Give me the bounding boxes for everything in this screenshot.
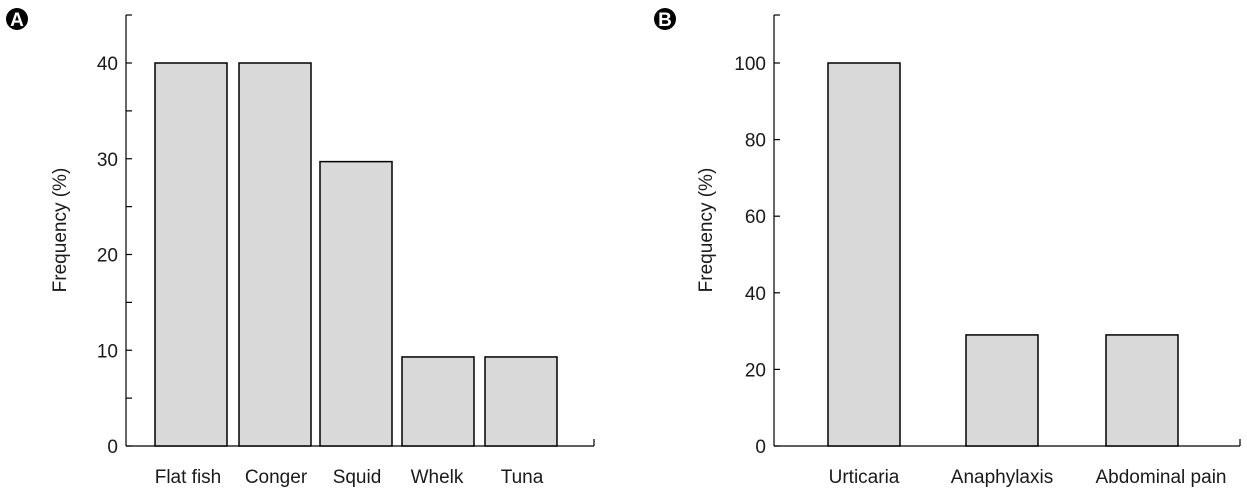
- x-category-label: Squid: [333, 467, 382, 488]
- panel-label: B: [658, 10, 672, 31]
- y-tick-label: 30: [97, 150, 118, 171]
- bar: [1105, 334, 1179, 447]
- bar: [319, 160, 393, 447]
- y-tick-label: 60: [745, 207, 766, 228]
- x-category-label: Anaphylaxis: [951, 467, 1053, 488]
- y-tick-label: 80: [745, 131, 766, 152]
- x-category-label: Tuna: [501, 467, 544, 488]
- y-tick-label: 10: [97, 341, 118, 362]
- y-tick-label: 0: [755, 437, 766, 458]
- y-tick-label: 20: [745, 360, 766, 381]
- y-tick-label: 100: [734, 54, 766, 75]
- bar: [154, 62, 228, 447]
- y-axis-title: Frequency (%): [696, 168, 717, 293]
- bar: [965, 334, 1039, 447]
- x-category-label: Flat fish: [155, 467, 222, 488]
- bar: [401, 356, 475, 447]
- y-tick-label: 40: [97, 54, 118, 75]
- chart-panel-a: A 0 10 20 30 40 Frequency (%) Flat fish Conger Sq…: [6, 8, 595, 488]
- panel-badge: [654, 8, 676, 30]
- y-tick-label: 0: [107, 437, 118, 458]
- y-axis-title: Frequency (%): [50, 168, 71, 293]
- y-tick-label: 20: [97, 246, 118, 267]
- bar: [484, 356, 558, 447]
- y-tick-label: 40: [745, 284, 766, 305]
- x-category-label: Abdominal pain: [1096, 467, 1227, 488]
- chart-panel-b: B 0 20 40 60 80 100 Frequency (%) Urticaria Anaph…: [654, 8, 1241, 488]
- x-category-label: Urticaria: [829, 467, 900, 488]
- panel-label: A: [10, 10, 24, 31]
- x-category-label: Conger: [245, 467, 308, 488]
- bar: [827, 62, 901, 447]
- panel-badge: [6, 8, 28, 30]
- x-category-label: Whelk: [411, 467, 464, 488]
- bar: [238, 62, 312, 447]
